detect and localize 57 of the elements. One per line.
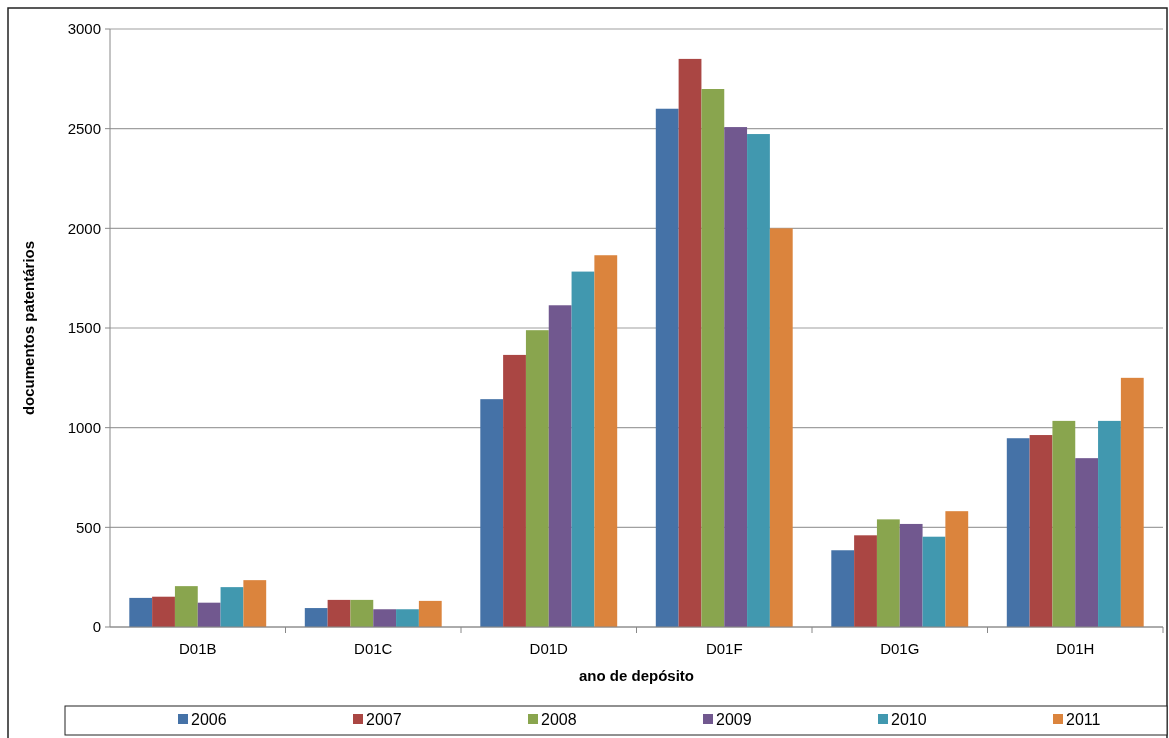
bar xyxy=(1052,420,1076,627)
bar xyxy=(1006,438,1030,627)
bar xyxy=(174,586,198,627)
x-tick-label: D01D xyxy=(529,640,569,657)
bar xyxy=(769,228,793,627)
bar xyxy=(1029,435,1053,627)
legend-label: 2011 xyxy=(1066,711,1101,728)
bar xyxy=(1098,420,1121,627)
bar xyxy=(243,580,267,627)
bar xyxy=(373,609,397,627)
y-tick-label: 1500 xyxy=(67,319,101,337)
bar xyxy=(655,108,679,627)
legend-label: 2006 xyxy=(191,711,227,728)
y-tick-label: 500 xyxy=(75,518,101,536)
bar xyxy=(876,519,900,627)
legend-label: 2009 xyxy=(716,711,752,728)
bar xyxy=(747,134,770,627)
bar xyxy=(1120,377,1144,627)
y-axis-title: documentos patentários xyxy=(20,240,37,416)
bar xyxy=(197,602,221,627)
bar xyxy=(831,550,855,627)
y-tick-label: 0 xyxy=(92,618,101,636)
bar xyxy=(594,255,618,627)
x-tick-label: D01H xyxy=(1056,640,1095,657)
y-tick-label: 2000 xyxy=(67,219,101,237)
legend-label: 2008 xyxy=(541,711,577,728)
bar xyxy=(304,608,328,627)
x-tick-label: D01B xyxy=(178,640,217,657)
bar xyxy=(418,600,442,627)
bar xyxy=(548,305,572,627)
x-axis-title: ano de depósito xyxy=(578,667,695,684)
y-tick-label: 2500 xyxy=(67,119,101,137)
legend-label: 2007 xyxy=(366,711,402,728)
bar xyxy=(701,89,725,627)
bar xyxy=(678,58,702,627)
bar xyxy=(922,536,946,627)
bar xyxy=(396,609,419,627)
bar xyxy=(327,599,351,627)
bar xyxy=(350,599,374,627)
bar xyxy=(945,511,969,627)
bar xyxy=(480,399,504,627)
x-tick-label: D01C xyxy=(354,640,393,657)
bar xyxy=(899,523,923,627)
x-tick-label: D01G xyxy=(880,640,920,657)
bar xyxy=(1075,458,1099,627)
y-tick-label: 1000 xyxy=(67,418,101,436)
bar xyxy=(503,354,526,627)
legend-label: 2010 xyxy=(891,711,927,728)
bar xyxy=(854,535,877,627)
bar xyxy=(152,596,175,627)
bar xyxy=(525,330,549,627)
bar xyxy=(129,597,153,627)
x-tick-label: D01F xyxy=(705,640,743,657)
bar xyxy=(571,271,595,627)
y-tick-label: 3000 xyxy=(67,20,101,38)
bar xyxy=(724,127,748,627)
bar xyxy=(220,587,244,627)
